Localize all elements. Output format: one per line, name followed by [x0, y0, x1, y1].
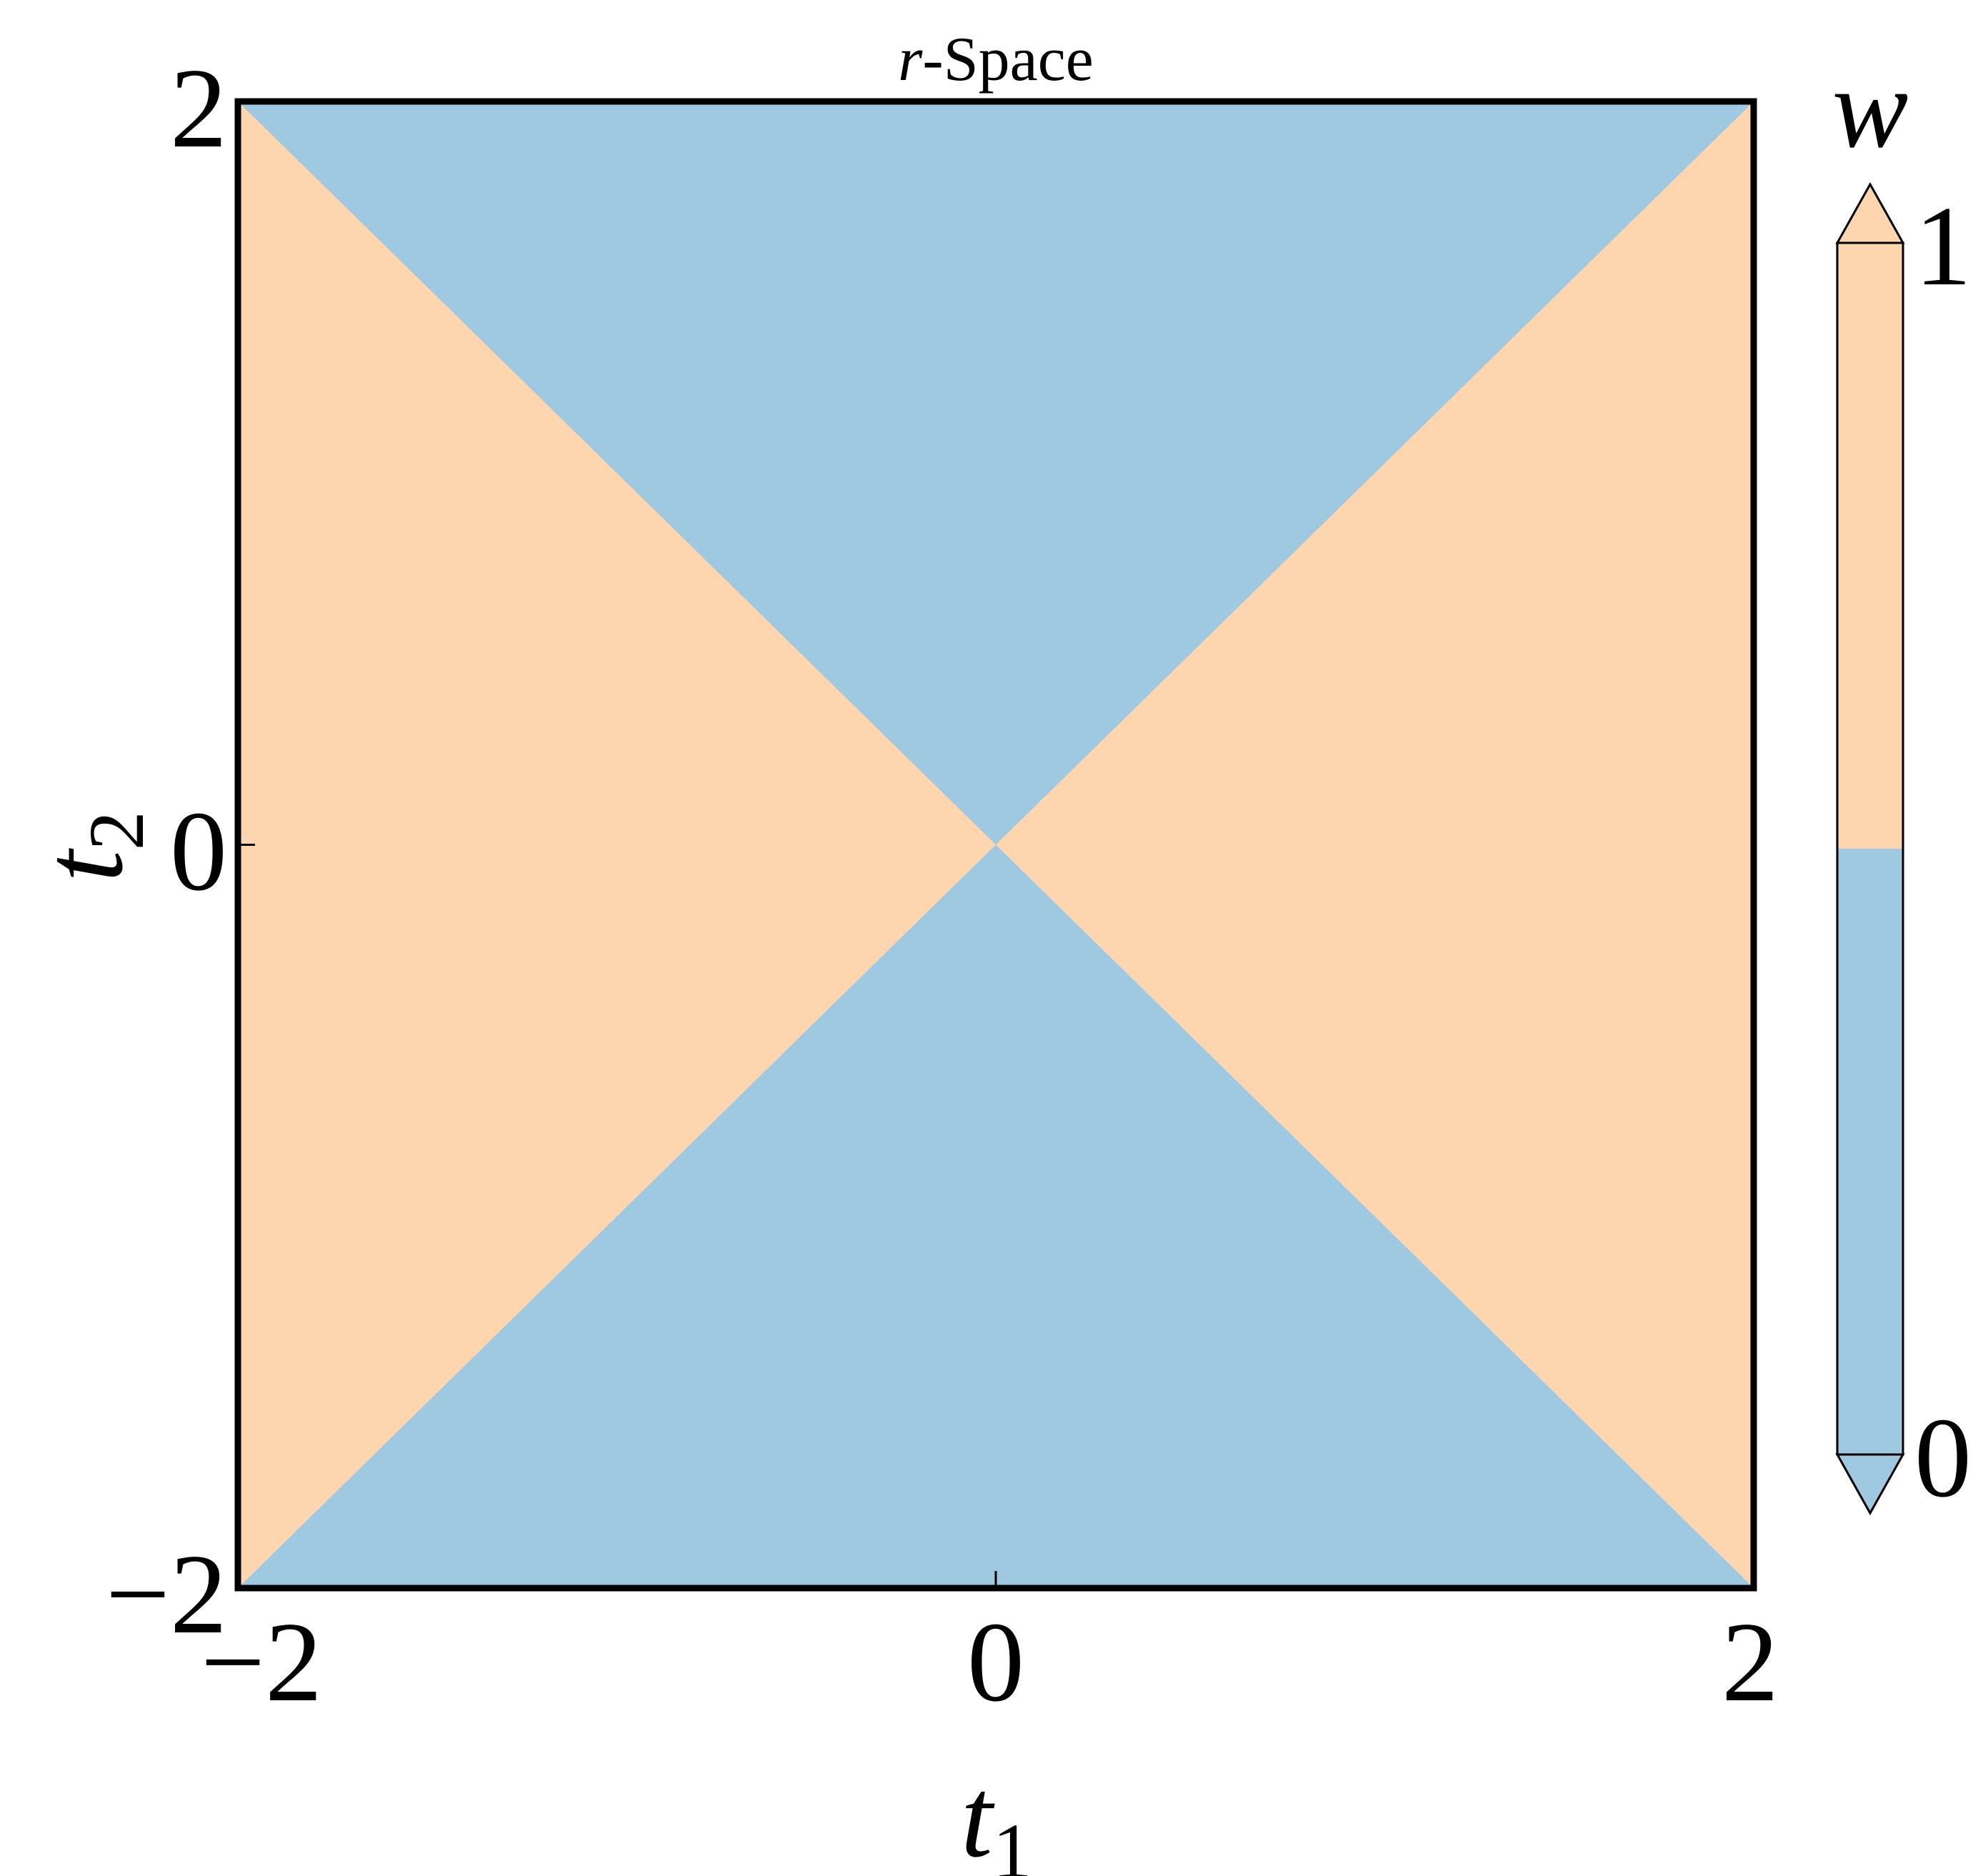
colorbar-extend-top [1835, 181, 1905, 244]
x-tick-label-neg2: −2 [201, 1598, 322, 1725]
x-axis-label-var: t [961, 1754, 995, 1876]
y-tick-label-0: 0 [170, 787, 227, 914]
chart-title-rest: -Space [922, 25, 1093, 94]
colorbar [1835, 181, 1905, 1516]
colorbar-extend-bottom [1835, 1453, 1905, 1516]
colorbar-tick-label-1: 1 [1914, 182, 1972, 309]
x-tick-label-2: 2 [1722, 1598, 1779, 1725]
x-axis-label-sub: 1 [992, 1807, 1032, 1876]
y-axis-label-sub: 2 [73, 811, 160, 850]
colorbar-frame [1836, 241, 1904, 1456]
colorbar-label: w [1832, 44, 1909, 171]
region-w0-top [238, 101, 1754, 845]
y-axis-label-var: t [19, 848, 146, 882]
chart-title: r-Space [898, 25, 1094, 94]
x-tick-label-0: 0 [967, 1598, 1024, 1725]
chart-title-italic: r [898, 25, 923, 94]
colorbar-segment-w1 [1837, 243, 1903, 849]
region-w0-bottom [238, 844, 1754, 1588]
colorbar-tick-label-0: 0 [1914, 1394, 1972, 1521]
colorbar-segment-w0 [1837, 849, 1903, 1455]
y-tick-label-neg2: −2 [106, 1530, 227, 1657]
x-axis-label: t1 [961, 1754, 1032, 1876]
y-axis-label: t2 [19, 811, 160, 882]
y-tick-label-2: 2 [170, 44, 227, 171]
plot-area [234, 98, 1757, 1592]
